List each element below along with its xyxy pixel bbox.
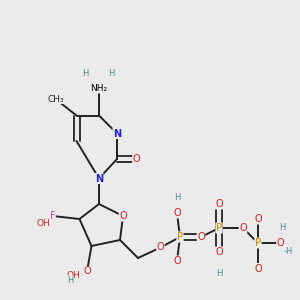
Text: CH₃: CH₃: [47, 94, 64, 103]
Text: F: F: [50, 211, 55, 221]
Text: O: O: [157, 242, 164, 253]
Text: H: H: [279, 224, 285, 232]
Text: -H: -H: [283, 248, 293, 256]
Text: OH: OH: [37, 219, 50, 228]
Text: P: P: [255, 238, 261, 248]
Text: O: O: [277, 238, 284, 248]
Text: N: N: [113, 128, 121, 139]
Text: OH: OH: [67, 272, 80, 280]
Text: O: O: [173, 208, 181, 218]
Text: H: H: [216, 268, 222, 278]
Text: O: O: [239, 223, 247, 233]
Text: H: H: [174, 194, 180, 202]
Text: H: H: [67, 276, 74, 285]
Text: P: P: [177, 232, 183, 242]
Text: H: H: [82, 69, 89, 78]
Text: NH₂: NH₂: [90, 84, 108, 93]
Text: O: O: [254, 214, 262, 224]
Text: P: P: [216, 223, 222, 233]
Text: O: O: [215, 247, 223, 257]
Text: O: O: [83, 266, 91, 277]
Text: O: O: [254, 263, 262, 274]
Text: O: O: [133, 154, 140, 164]
Text: H: H: [108, 69, 114, 78]
Text: O: O: [215, 199, 223, 209]
Text: N: N: [95, 173, 103, 184]
Text: O: O: [119, 211, 127, 221]
Text: O: O: [197, 232, 205, 242]
Text: O: O: [173, 256, 181, 266]
